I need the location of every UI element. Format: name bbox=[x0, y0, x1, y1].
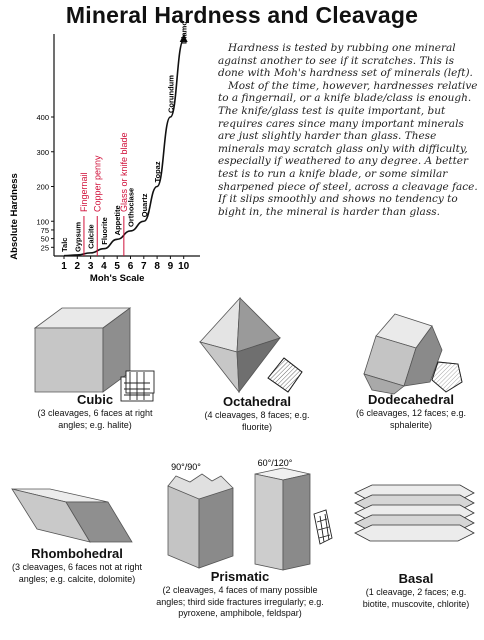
octahedral-label: Octahedral (4 cleavages, 8 faces; e.g. f… bbox=[193, 394, 321, 433]
x-tick-label: 7 bbox=[141, 261, 147, 272]
basal-sheet bbox=[354, 524, 475, 542]
dodecahedral-desc: (6 cleavages, 12 faces; e.g. sphalerite) bbox=[355, 408, 467, 430]
octahedral-crystal-icon bbox=[198, 296, 282, 394]
dodecahedral-label: Dodecahedral (6 cleavages, 12 faces; e.g… bbox=[345, 392, 477, 431]
x-tick-label: 4 bbox=[101, 261, 107, 272]
x-tick-label: 2 bbox=[75, 261, 81, 272]
mineral-label: Quartz bbox=[140, 193, 149, 217]
angle-label-90: 90°/90° bbox=[171, 462, 201, 472]
y-axis-label: Absolute Hardness bbox=[9, 173, 20, 260]
prismatic-crystal-icon bbox=[167, 473, 234, 569]
mineral-label: Fluorite bbox=[100, 217, 109, 245]
y-arrow-icon bbox=[179, 34, 188, 42]
prismatic-label: Prismatic (2 cleavages, 4 faces of many … bbox=[152, 569, 328, 620]
x-tick-label: 10 bbox=[178, 261, 190, 272]
octahedral-name: Octahedral bbox=[223, 394, 291, 409]
mineral-label: Talc bbox=[60, 238, 69, 252]
reference-label: Fingernail bbox=[79, 172, 89, 212]
dodecahedral-crystal-icon bbox=[363, 313, 443, 395]
angle-label-60: 60°/120° bbox=[258, 458, 293, 468]
hardness-text: Hardness is tested by rubbing one minera… bbox=[218, 42, 480, 218]
y-tick-label: 50 bbox=[41, 235, 49, 244]
octahedral-desc: (4 cleavages, 8 faces; e.g. fluorite) bbox=[204, 410, 310, 432]
x-tick-label: 9 bbox=[168, 261, 174, 272]
y-tick-label: 75 bbox=[41, 226, 49, 235]
mineral-label: Topaz bbox=[153, 161, 162, 182]
prismatic-tall-crystal-icon bbox=[254, 467, 311, 571]
prismatic-specimen-icon bbox=[313, 509, 333, 545]
y-tick-label: 25 bbox=[41, 243, 49, 252]
cubic-desc: (3 cleavages, 6 faces at right angles; e… bbox=[37, 408, 153, 430]
mineral-label: Gypsum bbox=[73, 222, 82, 252]
x-tick-label: 1 bbox=[61, 261, 67, 272]
crystal-illustrations: 90°/90° 60°/120° bbox=[11, 296, 475, 571]
mineral-label: Calcite bbox=[87, 224, 96, 249]
basal-name: Basal bbox=[398, 571, 434, 586]
reference-label: Copper penny bbox=[92, 155, 102, 212]
paragraph-2: Most of the time, however, hardnesses re… bbox=[218, 79, 478, 218]
cubic-label: Cubic (3 cleavages, 6 faces at right ang… bbox=[20, 392, 170, 431]
octahedral-specimen-icon bbox=[267, 357, 303, 393]
mineral-label: Orthoclase bbox=[127, 188, 136, 227]
basal-label: Basal (1 cleavage, 2 faces; e.g. biotite… bbox=[352, 571, 480, 610]
rhombohedral-name: Rhombohedral bbox=[31, 546, 123, 561]
cubic-specimen-icon bbox=[120, 370, 155, 402]
paragraph-1: Hardness is tested by rubbing one minera… bbox=[218, 42, 473, 80]
x-tick-label: 5 bbox=[114, 261, 120, 272]
reference-label: Glass or knife blade bbox=[119, 132, 129, 212]
mineral-label: Appetite bbox=[113, 205, 122, 235]
y-tick-label: 200 bbox=[36, 183, 49, 192]
mineral-label: Diamond bbox=[180, 22, 189, 44]
x-tick-label: 8 bbox=[154, 261, 160, 272]
rhombohedral-label: Rhombohedral (3 cleavages, 6 faces not a… bbox=[2, 546, 152, 585]
dodecahedral-name: Dodecahedral bbox=[368, 392, 454, 407]
rhombohedral-crystal-icon bbox=[11, 488, 133, 543]
basal-desc: (1 cleavage, 2 faces; e.g. biotite, musc… bbox=[362, 587, 470, 609]
rhombohedral-desc: (3 cleavages, 6 faces not at right angle… bbox=[11, 562, 143, 584]
y-tick-label: 400 bbox=[36, 113, 49, 122]
dodecahedral-specimen-icon bbox=[431, 361, 463, 393]
cubic-crystal-icon bbox=[33, 307, 132, 393]
x-tick-label: 3 bbox=[88, 261, 94, 272]
page-title: Mineral Hardness and Cleavage bbox=[65, 2, 419, 28]
hardness-curve bbox=[63, 39, 185, 257]
y-tick-label: 300 bbox=[36, 148, 49, 157]
cubic-name: Cubic bbox=[76, 392, 114, 407]
prismatic-name: Prismatic bbox=[210, 569, 270, 584]
prismatic-desc: (2 cleavages, 4 faces of many possible a… bbox=[156, 585, 324, 618]
basal-crystal-icon bbox=[354, 484, 475, 542]
x-tick-label: 6 bbox=[128, 261, 134, 272]
y-tick-label: 100 bbox=[36, 217, 49, 226]
mineral-label: Corundum bbox=[166, 75, 175, 113]
x-axis-label: Moh's Scale bbox=[90, 273, 145, 284]
